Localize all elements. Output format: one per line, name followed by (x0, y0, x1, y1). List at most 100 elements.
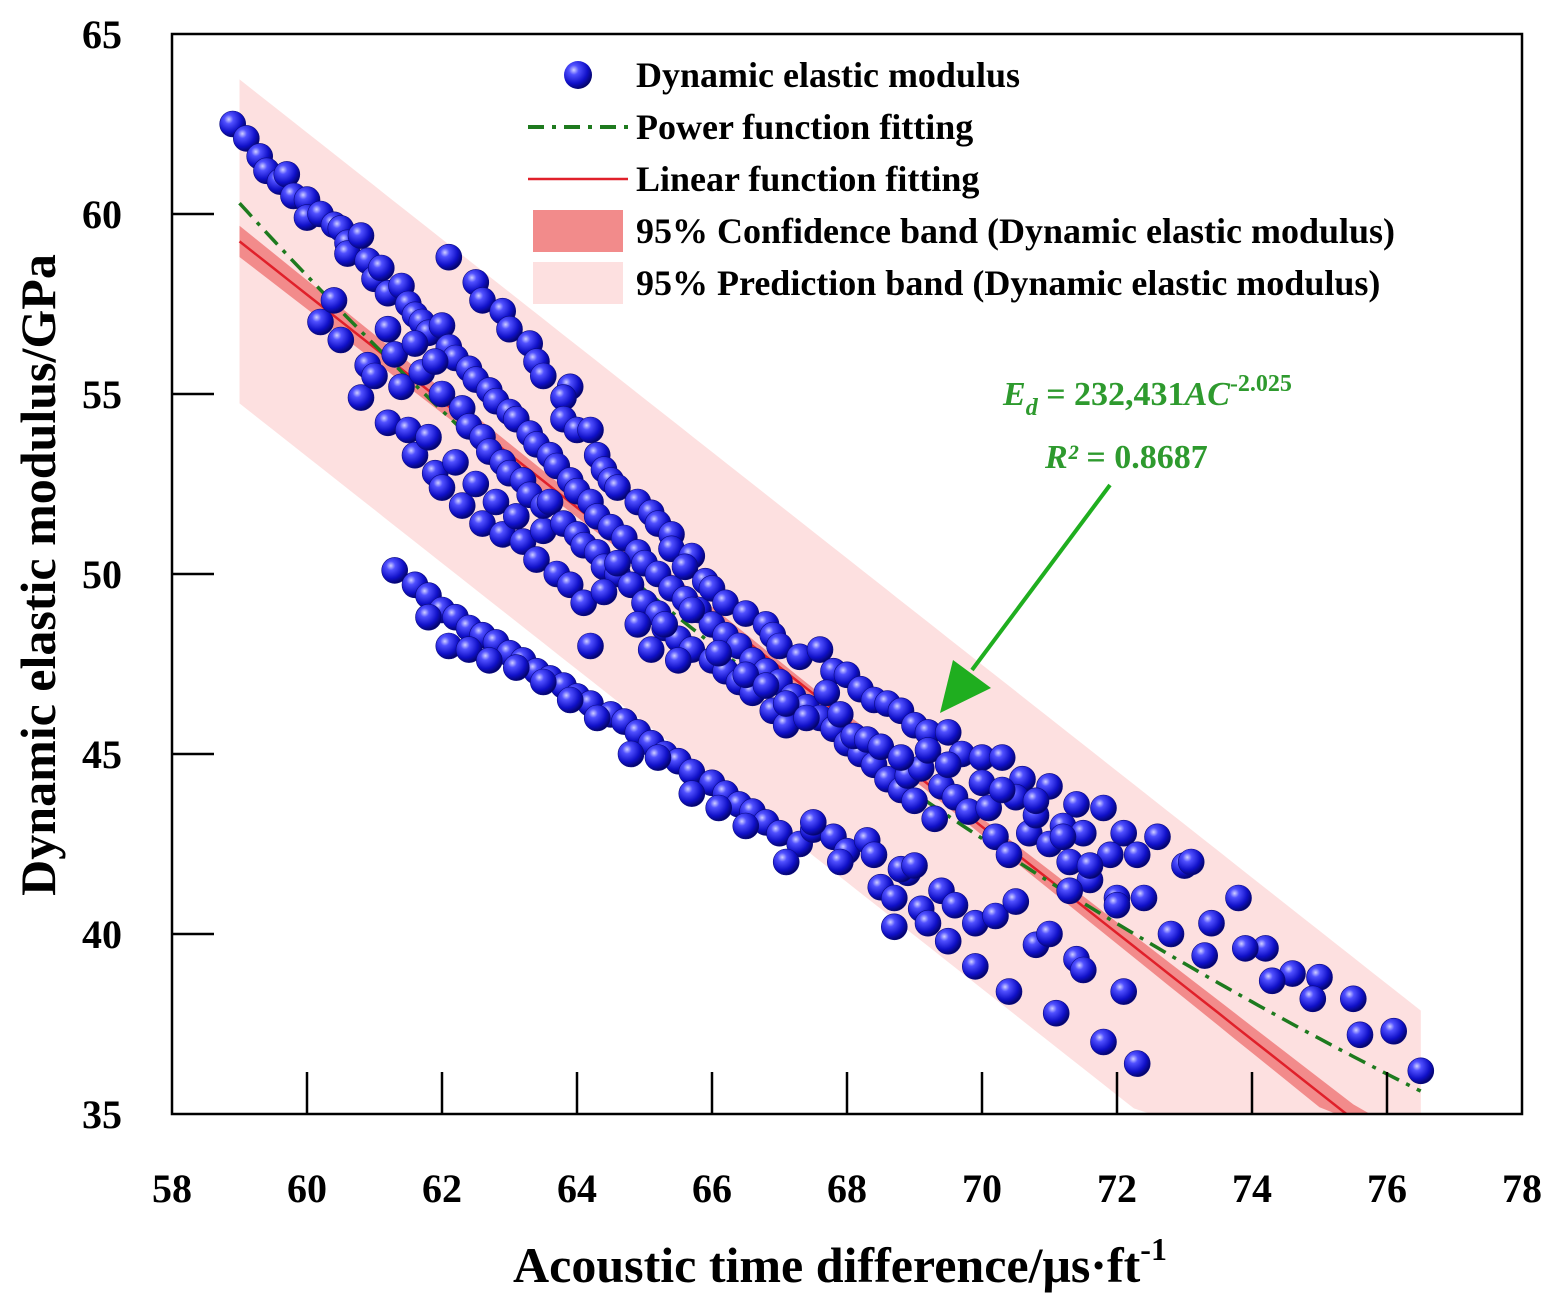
data-point (604, 474, 631, 501)
data-point (1346, 1021, 1374, 1049)
x-tick-label: 64 (557, 1166, 597, 1211)
legend-confidence-swatch (533, 210, 623, 252)
data-point (1042, 999, 1070, 1027)
y-tick-label: 35 (82, 1092, 122, 1137)
legend-label-prediction: 95% Prediction band (Dynamic elastic mod… (636, 263, 1380, 303)
data-point (529, 668, 557, 696)
data-point (428, 474, 456, 501)
data-point (651, 611, 679, 638)
data-point (664, 647, 692, 674)
data-point (975, 794, 1003, 822)
data-point (388, 373, 415, 401)
data-point (1103, 891, 1131, 919)
data-point (577, 632, 604, 660)
data-point (934, 719, 962, 746)
data-point (448, 492, 476, 519)
data-point (1076, 852, 1104, 879)
data-point (1002, 888, 1030, 915)
data-point (1090, 794, 1117, 822)
data-point (813, 679, 841, 707)
data-point (880, 913, 908, 941)
data-point (644, 744, 672, 771)
data-point (536, 488, 564, 516)
data-point (347, 384, 375, 411)
data-point (374, 315, 402, 343)
data-point (1056, 877, 1083, 905)
annotation-arrow-head (940, 660, 991, 713)
data-point (1232, 935, 1259, 962)
data-point (233, 125, 260, 152)
legend-marker-icon (564, 61, 592, 89)
data-point (732, 812, 760, 840)
data-point (421, 348, 449, 375)
y-axis-title: Dynamic elastic modulus/GPa (10, 254, 66, 896)
data-point (1022, 787, 1050, 815)
data-point (617, 740, 645, 768)
data-point (1340, 985, 1367, 1013)
data-point (1123, 841, 1151, 869)
data-point (880, 884, 908, 912)
data-point (1110, 819, 1137, 847)
x-tick-label: 68 (827, 1166, 867, 1211)
data-point (617, 571, 645, 599)
x-axis-title: Acoustic time difference/μs·ft-1 (513, 1231, 1167, 1293)
data-point (529, 362, 557, 390)
data-point (637, 636, 665, 663)
data-point (1380, 1017, 1407, 1045)
y-tick-label: 45 (82, 732, 122, 777)
legend-label-scatter: Dynamic elastic modulus (636, 55, 1020, 95)
data-point (583, 704, 611, 732)
data-point (671, 553, 699, 581)
data-point (982, 902, 1009, 930)
data-point (1157, 920, 1185, 948)
x-tick-label: 66 (692, 1166, 732, 1211)
data-point (934, 927, 962, 955)
data-point (1191, 942, 1218, 969)
data-point (367, 254, 395, 282)
data-point (988, 776, 1016, 804)
data-point (475, 647, 503, 674)
data-point (1407, 1057, 1435, 1085)
data-point (1110, 978, 1137, 1005)
data-point (502, 503, 530, 530)
data-point (806, 636, 834, 663)
data-point (381, 557, 409, 584)
data-point (678, 780, 706, 807)
data-point (482, 488, 510, 516)
data-point (941, 891, 969, 919)
y-tick-label: 50 (82, 552, 122, 597)
data-point (401, 330, 429, 357)
y-tick-label: 40 (82, 912, 122, 957)
y-axis: 35 40 45 50 55 60 65 (82, 12, 214, 1137)
data-point (1070, 956, 1097, 984)
data-point (435, 243, 463, 271)
data-point (1090, 1028, 1117, 1056)
equation-label: Ed = 232,431AC-2.025 (1002, 371, 1292, 421)
data-point (1299, 985, 1327, 1013)
x-tick-label: 62 (422, 1166, 462, 1211)
data-point (995, 978, 1023, 1005)
data-point (624, 611, 652, 638)
data-point (995, 841, 1023, 869)
legend-label-power: Power function fitting (636, 107, 973, 147)
data-point (921, 805, 949, 833)
legend-label-linear: Linear function fitting (636, 159, 979, 199)
data-point (1198, 909, 1225, 937)
data-point (1144, 823, 1171, 851)
x-tick-label: 60 (287, 1166, 327, 1211)
data-point (442, 449, 469, 476)
data-point (590, 578, 618, 606)
data-point (772, 690, 800, 717)
data-point (961, 953, 989, 980)
fit-equation-annotation: Ed = 232,431AC-2.025 R² = 0.8687 (940, 371, 1292, 713)
data-point (1130, 884, 1158, 912)
data-point (678, 596, 706, 624)
data-point (914, 737, 942, 764)
data-point (1063, 791, 1090, 818)
data-point (428, 380, 456, 408)
linear-fit-line (238, 240, 1348, 1115)
data-point (307, 308, 334, 336)
x-tick-label: 76 (1367, 1166, 1407, 1211)
